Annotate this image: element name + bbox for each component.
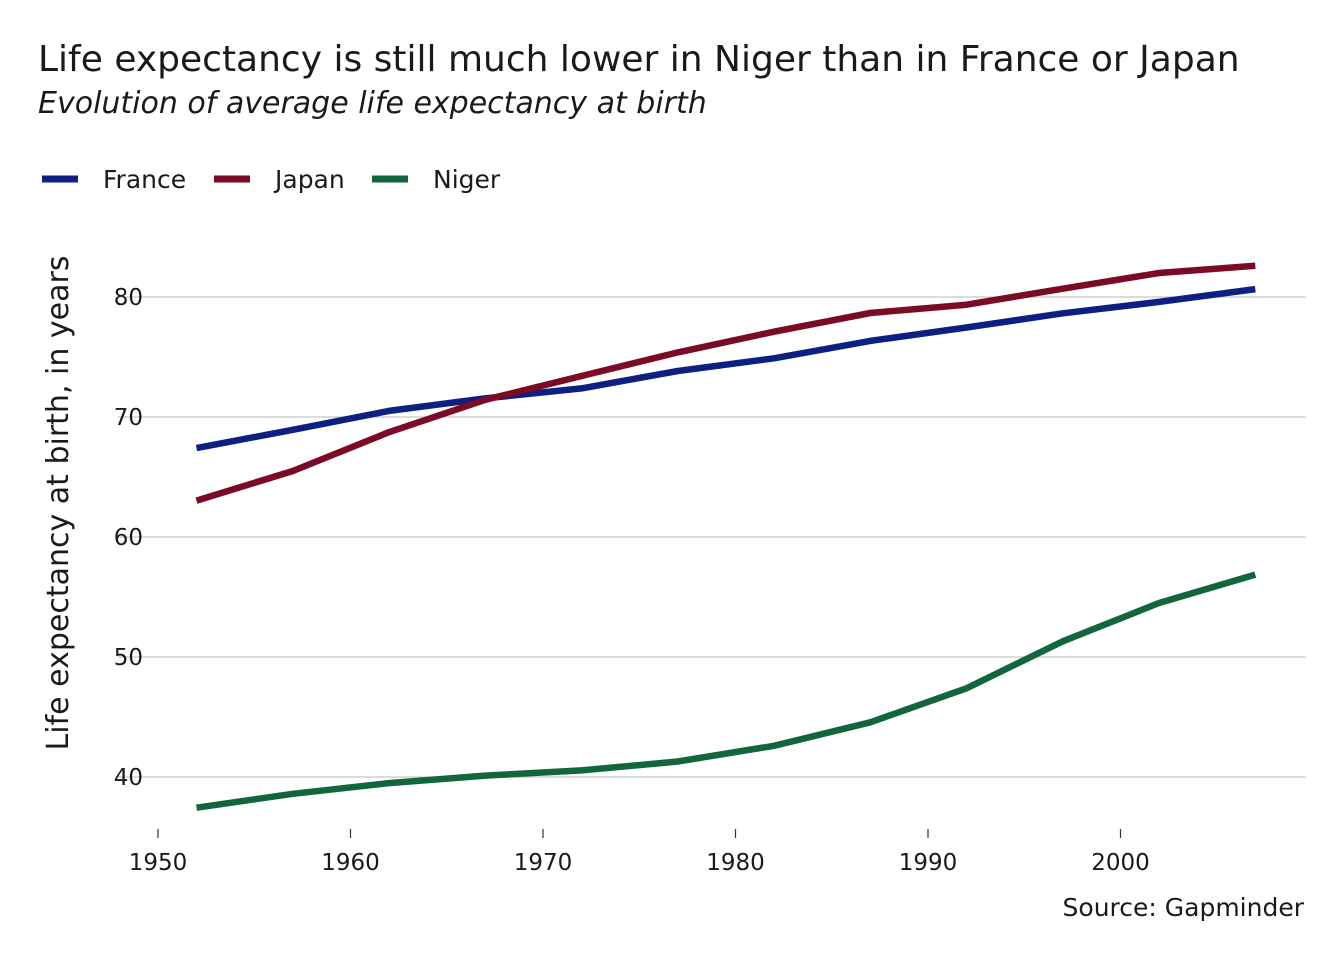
chart-title: Life expectancy is still much lower in N… [38,39,1240,80]
y-tick-label: 60 [114,525,143,551]
y-axis-ticks: 40 50 60 70 80 [114,285,143,791]
x-tick-label: 1980 [706,850,765,876]
chart-subtitle: Evolution of average life expectancy at … [38,86,707,121]
gridlines [118,296,1306,778]
x-tick-label: 1950 [129,850,188,876]
series-line-japan [195,262,1256,504]
x-tick-label: 1960 [321,850,380,876]
series-lines [195,262,1257,811]
y-axis-label: Life expectancy at birth, in years [41,256,76,751]
y-tick-label: 70 [114,405,143,431]
legend-label-niger: Niger [433,165,501,194]
legend-label-france: France [103,165,186,194]
y-tick-label: 80 [114,285,143,311]
x-tick-label: 1970 [514,850,573,876]
legend: France Japan Niger [42,165,501,194]
y-tick-label: 40 [114,765,143,791]
source-caption: Source: Gapminder [1063,893,1305,922]
x-tick-label: 1990 [899,850,958,876]
series-line-france [195,285,1256,452]
series-line-niger [196,571,1257,811]
y-tick-label: 50 [114,645,143,671]
x-tick-label: 2000 [1091,850,1150,876]
x-axis-ticks: 1950 1960 1970 1980 1990 2000 [129,829,1150,876]
legend-label-japan: Japan [273,165,345,194]
